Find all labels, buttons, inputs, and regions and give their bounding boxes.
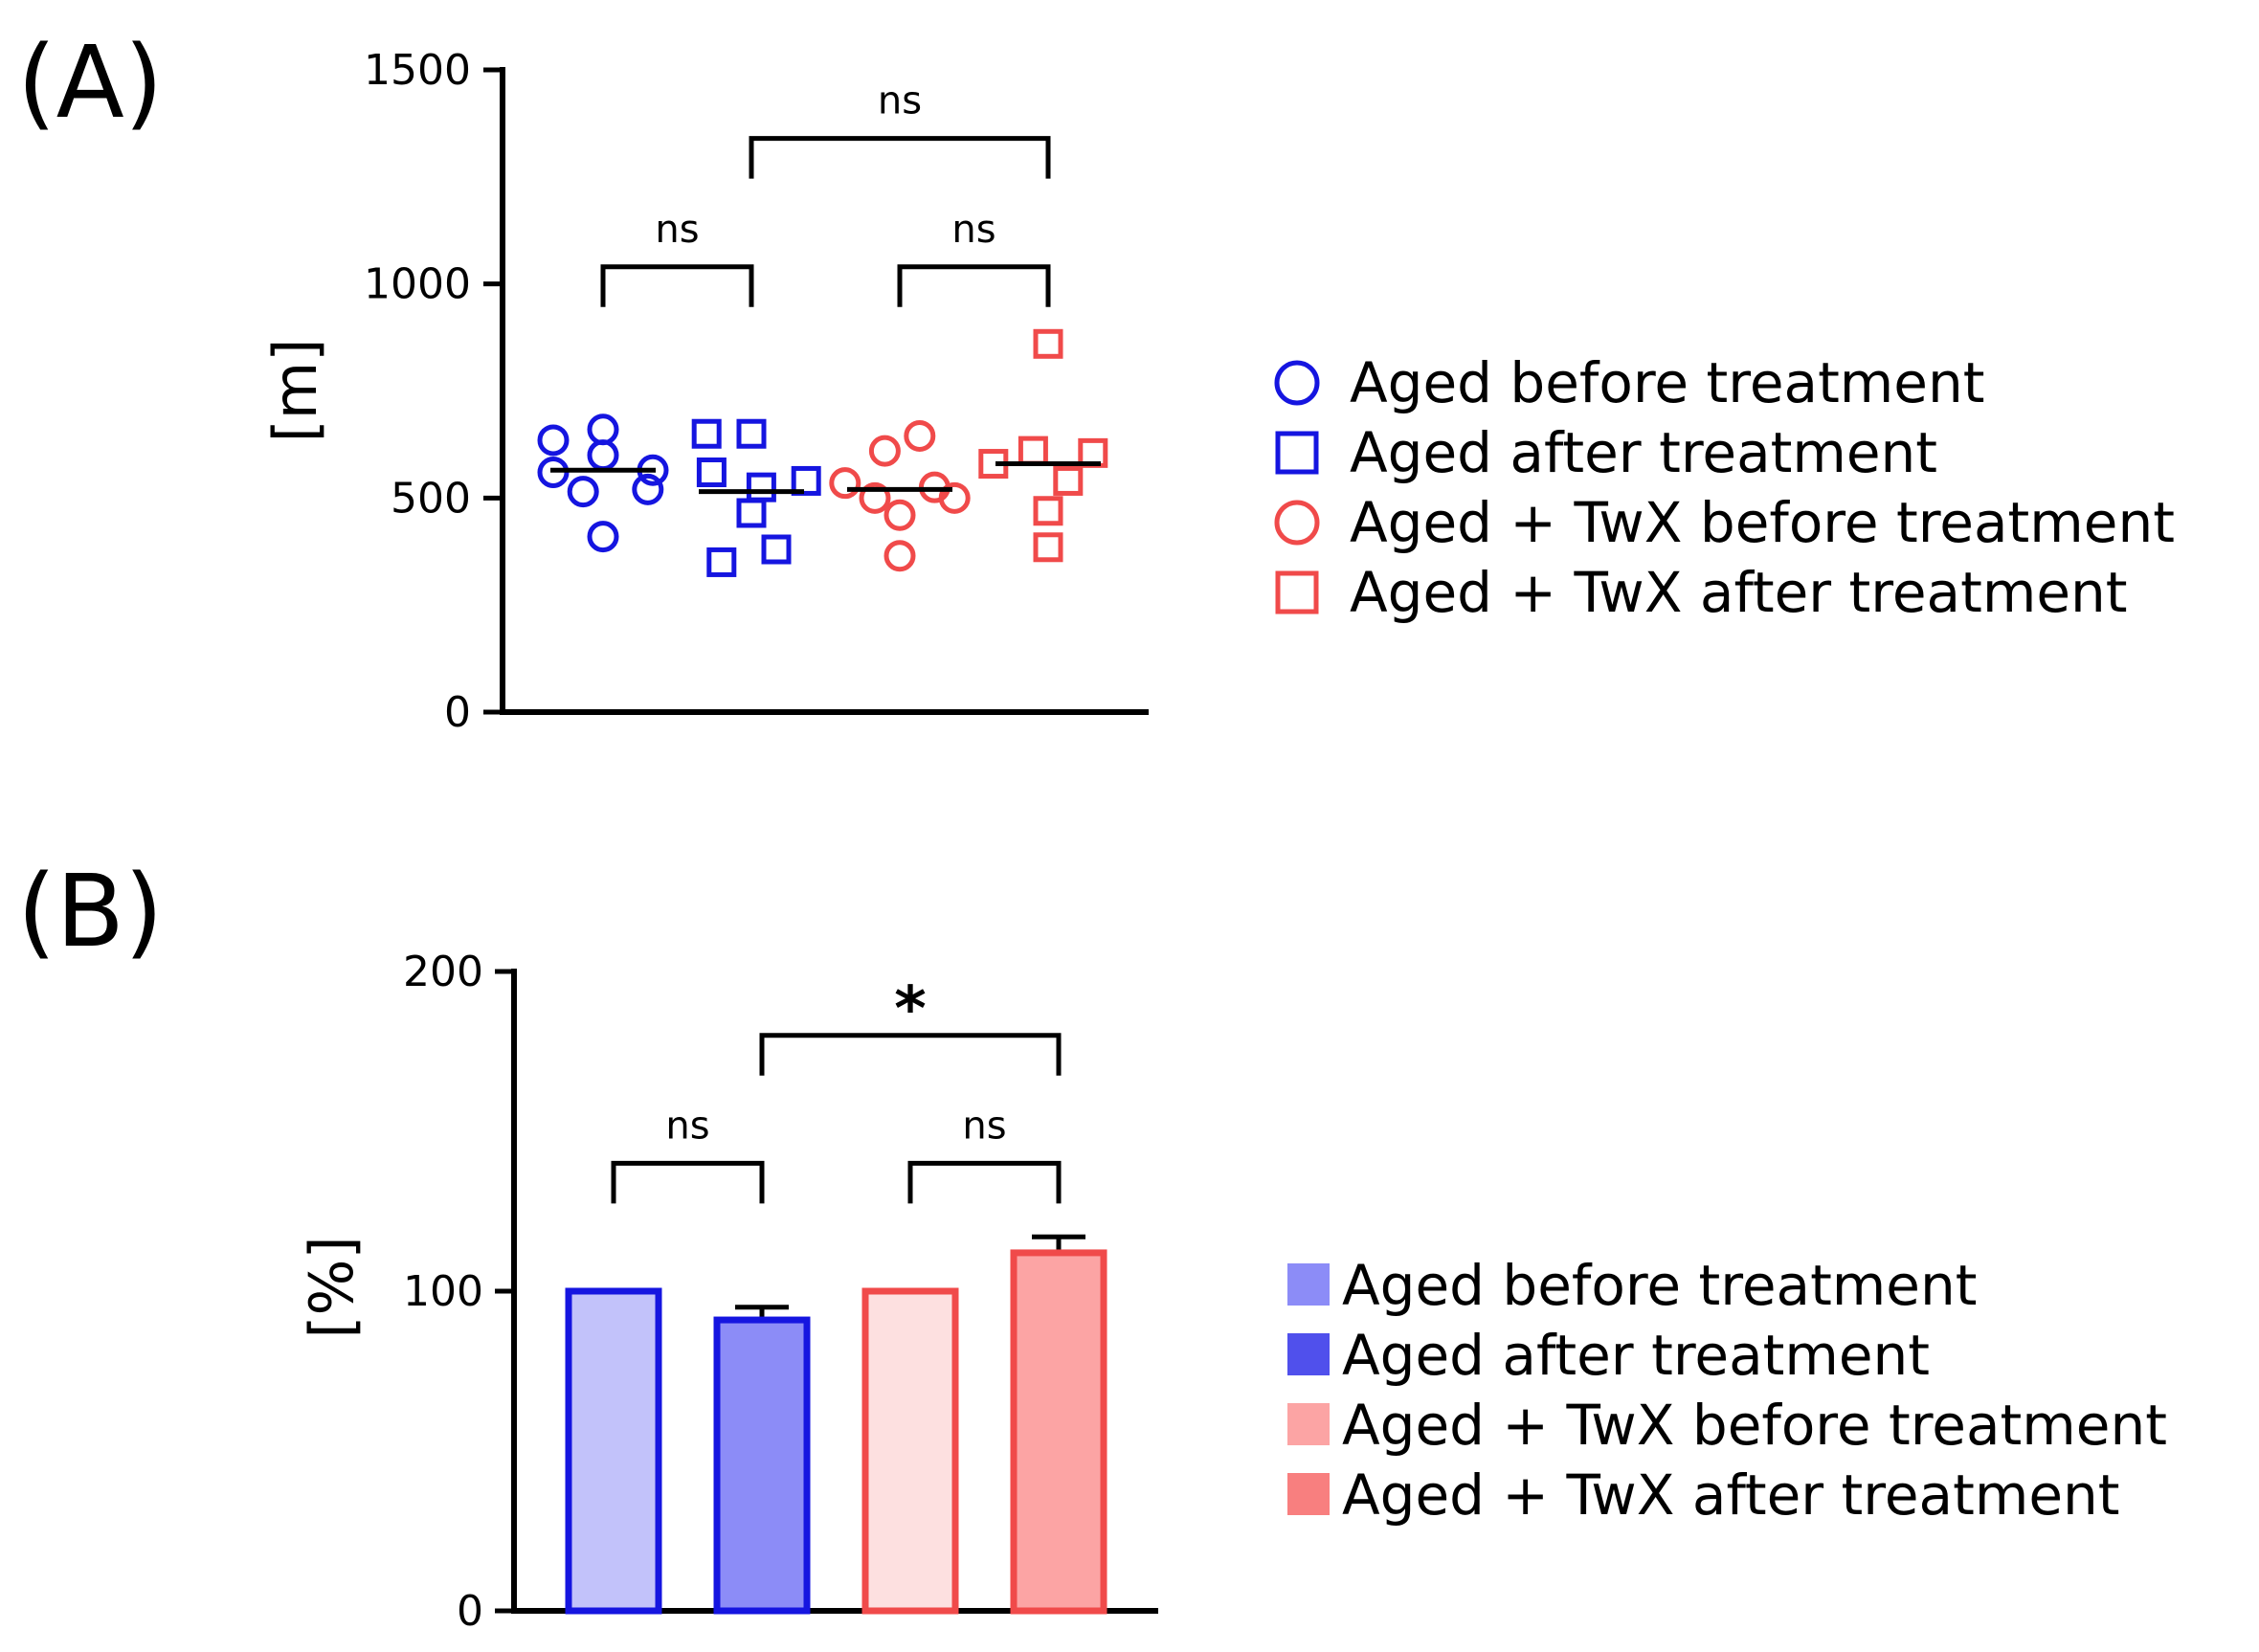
data-point (736, 418, 767, 449)
data-point (904, 419, 936, 452)
legend-b-label-3: Aged + TwX before treatment (1342, 1393, 2167, 1458)
data-point (587, 521, 619, 553)
legend-a-item-1: Aged before treatment (1274, 350, 1985, 415)
panel-a-tick-label: 500 (391, 474, 471, 523)
data-point (1053, 465, 1084, 496)
data-point (761, 534, 792, 565)
bar (861, 1287, 959, 1615)
panel-a-data-points (537, 328, 1108, 577)
legend-a-item-4: Aged + TwX after treatment (1275, 560, 2128, 625)
data-point (567, 476, 599, 508)
significance-bracket (759, 1033, 1062, 1076)
data-point (883, 540, 916, 572)
legend-a-item-3: Aged + TwX before treatment (1274, 490, 2175, 555)
data-point (829, 467, 861, 500)
legend-a-marker-3 (1274, 500, 1320, 546)
legend-b-label-1: Aged before treatment (1342, 1253, 1978, 1318)
panel-a-tick-label: 1500 (364, 46, 471, 95)
significance-bracket (749, 136, 1051, 179)
data-point (859, 481, 891, 514)
panel-a-tick-label: 1000 (364, 260, 471, 309)
legend-a-label-4: Aged + TwX after treatment (1350, 560, 2128, 625)
data-point (868, 435, 901, 467)
data-point (587, 439, 619, 472)
data-point (938, 481, 971, 514)
legend-a-label-1: Aged before treatment (1350, 350, 1985, 415)
panel-a-tick-label: 0 (444, 688, 471, 737)
legend-b-item-2: Aged after treatment (1287, 1323, 1930, 1388)
panel-a-legend: Aged before treatment Aged after treatme… (1274, 350, 2175, 625)
data-point (691, 418, 722, 449)
legend-b-label-2: Aged after treatment (1342, 1323, 1930, 1388)
legend-b-label-4: Aged + TwX after treatment (1342, 1462, 2120, 1528)
legend-a-item-2: Aged after treatment (1275, 420, 1937, 485)
legend-b-item-4: Aged + TwX after treatment (1287, 1462, 2120, 1528)
legend-a-marker-4 (1275, 570, 1319, 614)
panel-b-label: (B) (17, 853, 164, 970)
significance-label: ns (878, 79, 922, 123)
legend-b-swatch-3 (1287, 1403, 1330, 1445)
bar (713, 1316, 811, 1615)
panel-b-tick-label: 0 (457, 1587, 483, 1636)
data-point (1033, 496, 1063, 526)
data-point (746, 472, 776, 502)
data-point (696, 457, 727, 487)
panel-a: (A) [m] 0 500 1000 1500 ns ns ns Aged before … (17, 24, 2175, 737)
significance-label: ns (655, 208, 699, 252)
legend-b-swatch-1 (1287, 1263, 1330, 1306)
significance-bracket (600, 264, 754, 307)
panel-b-legend: Aged before treatment Aged after treatme… (1287, 1253, 2167, 1528)
data-point (883, 499, 916, 531)
data-point (736, 498, 767, 528)
panel-b: (B) [%] 0 100 200 ns ns * Aged before treatm… (17, 853, 2167, 1636)
data-point (1033, 328, 1063, 359)
data-point (1033, 532, 1063, 563)
panel-b-y-axis-label: [%] (297, 1236, 367, 1338)
data-point (587, 413, 619, 446)
panel-a-significance-brackets: ns ns ns (600, 79, 1051, 307)
legend-a-label-2: Aged after treatment (1350, 420, 1937, 485)
panel-a-y-ticks: 0 500 1000 1500 (364, 46, 503, 737)
panel-b-significance-brackets: ns ns * (611, 974, 1062, 1204)
legend-a-label-3: Aged + TwX before treatment (1350, 490, 2175, 555)
panel-b-y-ticks: 0 100 200 (403, 948, 514, 1636)
significance-label: ns (665, 1104, 709, 1148)
data-point (632, 473, 664, 505)
data-point (537, 424, 570, 457)
data-point (791, 465, 821, 496)
legend-a-marker-1 (1274, 360, 1320, 406)
data-point (706, 547, 737, 577)
legend-b-item-1: Aged before treatment (1287, 1253, 1978, 1318)
legend-b-item-3: Aged + TwX before treatment (1287, 1393, 2167, 1458)
significance-label: ns (962, 1104, 1006, 1148)
legend-a-marker-2 (1275, 431, 1319, 475)
panel-a-label: (A) (17, 24, 163, 141)
panel-a-mean-lines (550, 461, 1101, 495)
panel-b-tick-label: 200 (403, 948, 483, 996)
bar (1010, 1249, 1107, 1615)
legend-b-swatch-4 (1287, 1473, 1330, 1515)
significance-bracket (611, 1160, 765, 1204)
bar (565, 1287, 662, 1615)
panel-a-y-axis-label: [m] (260, 339, 330, 443)
data-point (1018, 435, 1048, 466)
significance-label: * (894, 974, 926, 1045)
significance-bracket (907, 1160, 1062, 1204)
significance-bracket (897, 264, 1051, 307)
panel-b-tick-label: 100 (403, 1267, 483, 1316)
legend-b-swatch-2 (1287, 1333, 1330, 1375)
significance-label: ns (951, 208, 995, 252)
panel-b-bars (565, 1234, 1107, 1615)
